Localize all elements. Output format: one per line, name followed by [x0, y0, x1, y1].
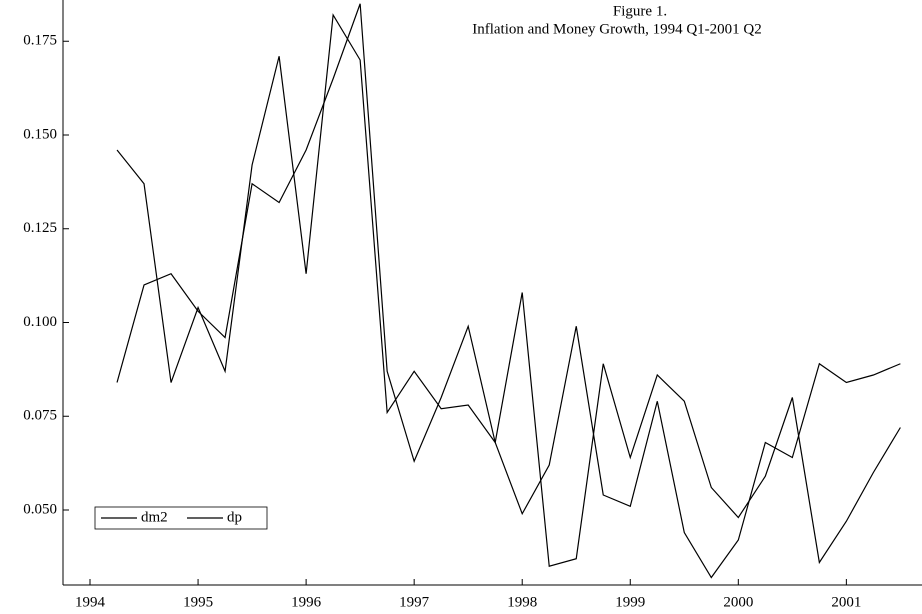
x-tick-label: 1999	[615, 594, 645, 610]
legend-box	[94, 506, 268, 530]
x-tick-label: 1998	[507, 594, 537, 610]
y-tick-label: 0.075	[23, 408, 57, 424]
legend-label: dp	[227, 509, 242, 525]
x-tick-label: 1996	[291, 594, 322, 610]
data-line	[116, 3, 901, 579]
legend-label: dm2	[141, 509, 168, 525]
chart-title: Figure 1.	[613, 3, 667, 19]
data-line	[116, 13, 901, 568]
x-tick-label: 2001	[831, 594, 861, 610]
x-tick-label: 2000	[723, 594, 753, 610]
y-tick-label: 0.050	[23, 501, 57, 517]
x-tick-label: 1994	[75, 594, 106, 610]
x-tick-label: 1997	[399, 594, 430, 610]
y-tick-label: 0.100	[23, 314, 57, 330]
y-tick-label: 0.125	[23, 220, 57, 236]
x-tick-label: 1995	[183, 594, 213, 610]
y-tick-label: 0.175	[23, 33, 57, 49]
chart-subtitle: Inflation and Money Growth, 1994 Q1-2001…	[472, 21, 762, 37]
y-tick-label: 0.150	[23, 126, 57, 142]
